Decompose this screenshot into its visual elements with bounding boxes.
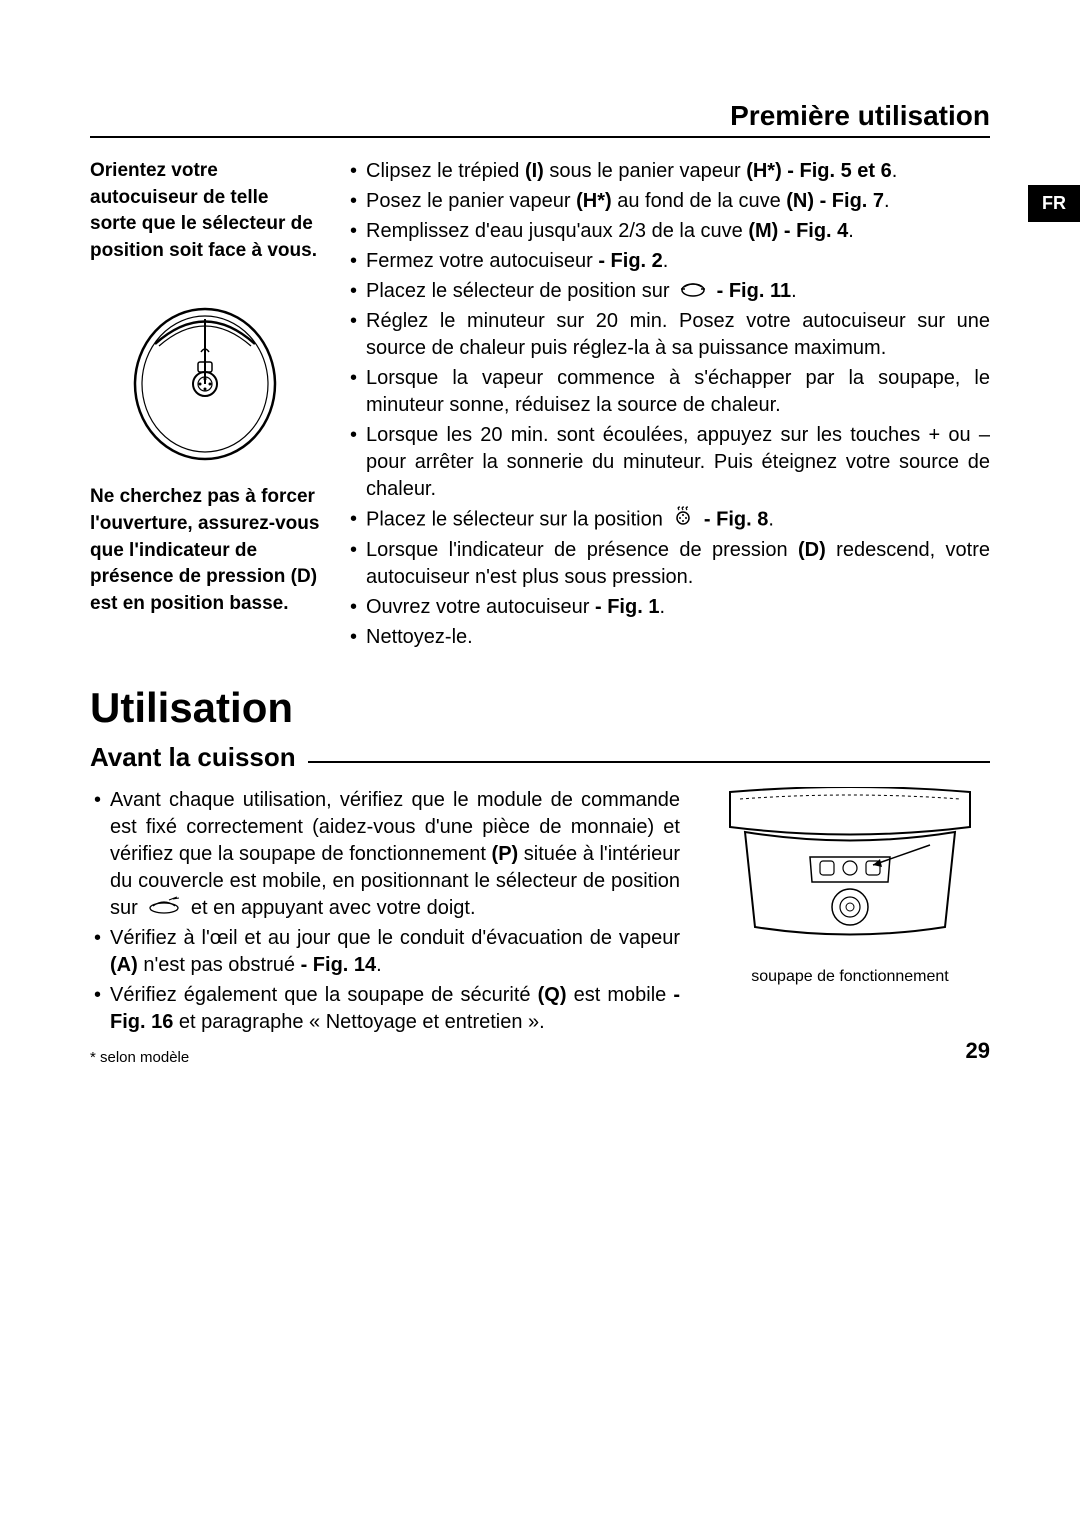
lid-open-icon bbox=[147, 895, 181, 922]
first-use-instructions: Clipsez le trépied (I) sous le panier va… bbox=[350, 158, 990, 654]
list-item: Placez le sélecteur sur la position - Fi… bbox=[350, 506, 990, 534]
sidebar: Orientez votre autocuiseur de telle sort… bbox=[90, 158, 320, 654]
list-item: Lorsque l'indicateur de présence de pres… bbox=[350, 537, 990, 591]
page-number: 29 bbox=[966, 1038, 990, 1064]
section-title-first-use: Première utilisation bbox=[90, 100, 990, 138]
list-item: Avant chaque utilisation, vérifiez que l… bbox=[90, 787, 680, 922]
list-item: Ouvrez votre autocuiseur - Fig. 1. bbox=[350, 594, 990, 621]
list-item: Vérifiez également que la soupape de séc… bbox=[90, 982, 680, 1036]
steam-icon bbox=[672, 506, 694, 534]
list-item: Fermez votre autocuiseur - Fig. 2. bbox=[350, 248, 990, 275]
list-item: Vérifiez à l'œil et au jour que le condu… bbox=[90, 925, 680, 979]
language-tab: FR bbox=[1028, 185, 1080, 222]
list-item: Lorsque la vapeur commence à s'échapper … bbox=[350, 365, 990, 419]
sidebar-note-warning: Ne cherchez pas à forcer l'ouverture, as… bbox=[90, 484, 320, 617]
sidebar-note-orientation: Orientez votre autocuiseur de telle sort… bbox=[90, 158, 320, 264]
footnote: * selon modèle bbox=[90, 1048, 680, 1068]
list-item: Remplissez d'eau jusqu'aux 2/3 de la cuv… bbox=[350, 218, 990, 245]
list-item: Lorsque les 20 min. sont écoulées, appuy… bbox=[350, 422, 990, 503]
illustration-caption: soupape de fonctionnement bbox=[710, 968, 990, 986]
list-item: Placez le sélecteur de position sur - Fi… bbox=[350, 278, 990, 305]
before-cooking-instructions: Avant chaque utilisation, vérifiez que l… bbox=[90, 787, 680, 1068]
subsection-title-avant-cuisson: Avant la cuisson bbox=[90, 742, 990, 773]
valve-illustration: soupape de fonctionnement bbox=[710, 787, 990, 1068]
pot-icon bbox=[679, 278, 707, 305]
section-title-utilisation: Utilisation bbox=[90, 684, 990, 732]
pressure-cooker-illustration bbox=[90, 284, 320, 464]
list-item: Réglez le minuteur sur 20 min. Posez vot… bbox=[350, 308, 990, 362]
list-item: Nettoyez-le. bbox=[350, 624, 990, 651]
list-item: Posez le panier vapeur (H*) au fond de l… bbox=[350, 188, 990, 215]
list-item: Clipsez le trépied (I) sous le panier va… bbox=[350, 158, 990, 185]
